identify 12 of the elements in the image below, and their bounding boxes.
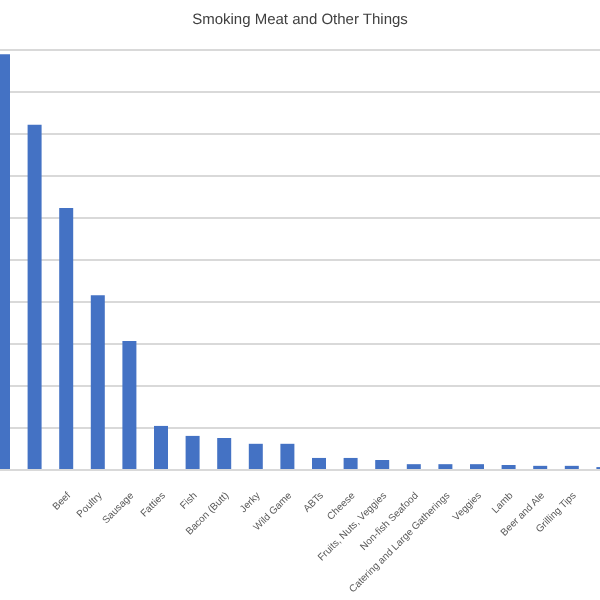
bar [90, 295, 105, 470]
bar [312, 457, 326, 470]
bar [122, 341, 137, 470]
bar [59, 208, 74, 470]
bar [343, 457, 358, 470]
bar [280, 443, 295, 470]
bar [375, 460, 390, 470]
bar [154, 425, 168, 470]
bar [217, 437, 232, 470]
bar [27, 124, 42, 470]
bar [248, 443, 263, 470]
bar [185, 435, 200, 470]
